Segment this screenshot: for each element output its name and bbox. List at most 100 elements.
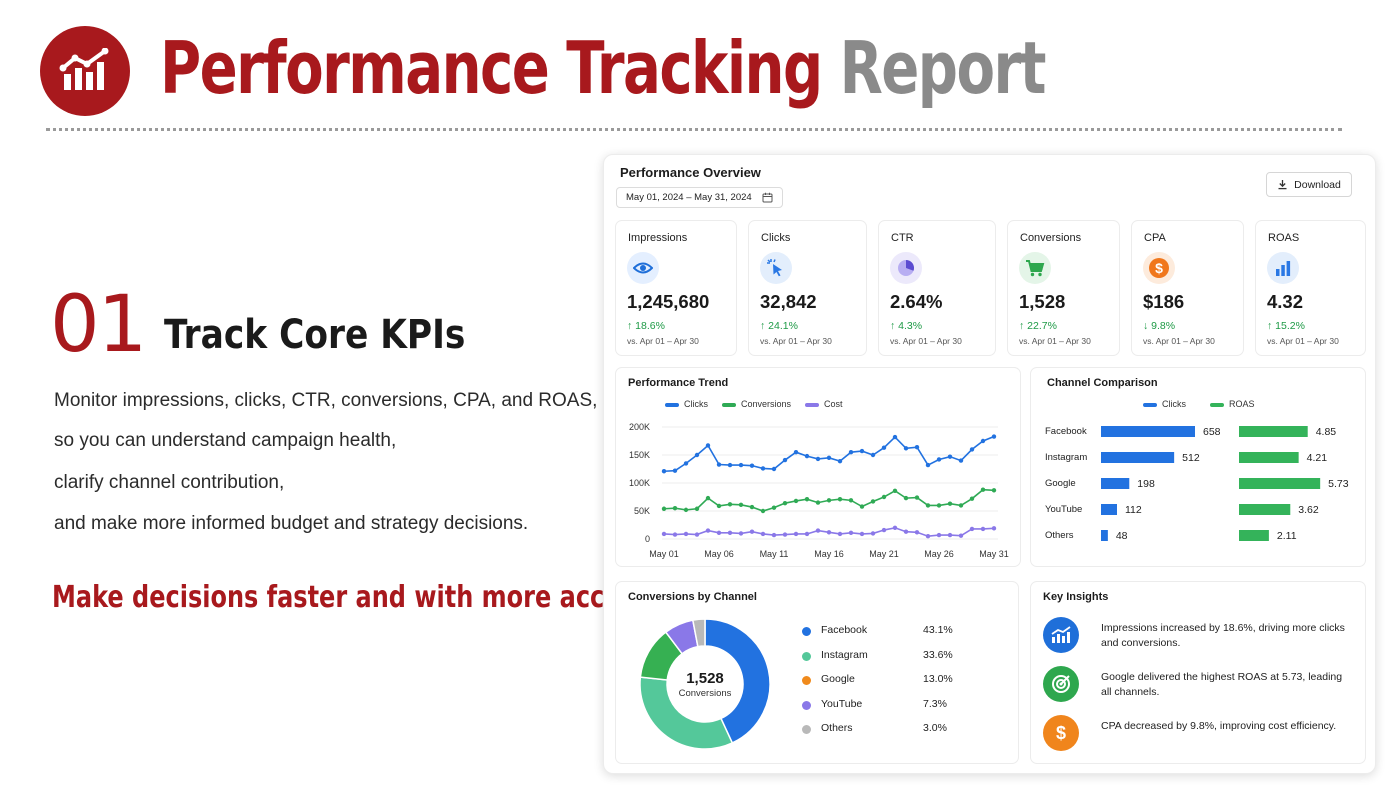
- kpi-compare: vs. Apr 01 – Apr 30: [627, 336, 699, 346]
- data-point: [727, 502, 733, 507]
- data-point: [793, 531, 799, 537]
- legend-percent: 7.3%: [923, 697, 947, 710]
- dollar-coin-icon: $: [1043, 715, 1079, 751]
- data-point: [738, 502, 744, 508]
- data-point: [892, 488, 898, 494]
- data-point: [738, 462, 744, 468]
- data-point: [826, 498, 832, 503]
- data-point: [991, 526, 997, 531]
- y-tick-label: 150K: [629, 450, 650, 460]
- data-point: [914, 530, 920, 535]
- svg-text:$: $: [1155, 260, 1163, 276]
- legend-label: Google: [821, 673, 855, 685]
- y-tick-label: 200K: [629, 422, 650, 432]
- data-point: [870, 531, 876, 536]
- data-point: [936, 457, 942, 462]
- kpi-label: Clicks: [761, 232, 791, 244]
- insight-text: Impressions increased by 18.6%, driving …: [1101, 622, 1345, 649]
- data-point: [705, 495, 711, 501]
- clicks-bar: [1101, 478, 1130, 489]
- legend-label: Facebook: [821, 624, 868, 636]
- legend-item[interactable]: Clicks: [1143, 399, 1186, 409]
- download-button[interactable]: Download: [1266, 172, 1352, 197]
- roas-bar: [1239, 478, 1321, 489]
- data-point: [727, 530, 733, 536]
- data-point: [848, 498, 854, 503]
- kpi-card-roas: ROAS 4.32 ↑ 15.2% vs. Apr 01 – Apr 30: [1255, 220, 1366, 356]
- data-point: [683, 531, 689, 537]
- section-title: Track Core KPIs: [164, 312, 466, 358]
- channel-label: Others: [1045, 530, 1074, 541]
- x-tick-label: May 11: [760, 549, 789, 559]
- clicks-bar: [1101, 504, 1117, 515]
- data-point: [782, 532, 788, 537]
- paragraph-line: clarify channel contribution,: [54, 472, 285, 493]
- data-point: [760, 466, 766, 471]
- page-title-primary: Performance Tracking: [160, 26, 823, 110]
- data-point: [738, 531, 744, 536]
- data-point: [804, 497, 810, 502]
- data-point: [749, 463, 755, 468]
- kpi-compare: vs. Apr 01 – Apr 30: [1019, 336, 1091, 346]
- data-point: [661, 531, 667, 537]
- data-point: [925, 534, 931, 539]
- data-point: [716, 530, 722, 536]
- page-title-secondary: Report: [839, 26, 1047, 110]
- data-point: [881, 494, 887, 500]
- dollar-coin-icon: $: [1143, 252, 1175, 284]
- section-number: 01: [50, 280, 147, 370]
- date-range-picker[interactable]: May 01, 2024 – May 31, 2024: [616, 187, 783, 208]
- legend-label: Instagram: [821, 648, 868, 661]
- roas-bar: [1239, 504, 1291, 515]
- channel-label: Instagram: [1045, 452, 1087, 463]
- data-point: [661, 469, 667, 474]
- data-point: [991, 488, 997, 493]
- cursor-click-icon: [760, 252, 792, 284]
- insight-text: Google delivered the highest ROAS at 5.7…: [1101, 671, 1343, 698]
- channel-label: Google: [1045, 478, 1076, 489]
- insight-item: Impressions increased by 18.6%, driving …: [1043, 617, 1363, 657]
- data-point: [837, 458, 843, 464]
- channel-comparison-panel: Channel Comparison Clicks ROAS Facebook 6…: [1030, 367, 1366, 567]
- data-point: [716, 503, 722, 509]
- kpi-change: ↑ 22.7%: [1019, 320, 1057, 332]
- data-point: [881, 527, 887, 533]
- chart-growth-icon: [59, 48, 109, 90]
- legend-item[interactable]: Cost: [805, 399, 843, 409]
- data-point: [958, 503, 964, 508]
- data-point: [936, 503, 942, 508]
- data-point: [903, 446, 909, 451]
- arrow-up-icon: ↑: [760, 320, 769, 332]
- donut-legend-item: Instagram 33.6%: [802, 649, 972, 663]
- kpi-label: CPA: [1144, 232, 1166, 244]
- panel-title: Channel Comparison: [1047, 377, 1158, 389]
- data-point: [848, 450, 854, 455]
- data-point: [694, 532, 700, 537]
- data-point: [793, 498, 799, 504]
- paragraph-line: so you can understand campaign health,: [54, 430, 397, 451]
- y-tick-label: 50K: [634, 506, 650, 516]
- legend-item[interactable]: ROAS: [1210, 399, 1255, 409]
- kpi-card-impressions: Impressions 1,245,680 ↑ 18.6% vs. Apr 01…: [615, 220, 737, 356]
- legend-item[interactable]: Conversions: [722, 399, 791, 409]
- conversions-by-channel-panel: Conversions by Channel 1,528 Conversions …: [615, 581, 1019, 764]
- legend-swatch: [802, 627, 811, 636]
- kpi-value: 2.64%: [890, 291, 943, 312]
- donut-slice-instagram: [639, 676, 734, 750]
- legend-item[interactable]: Clicks: [665, 399, 708, 409]
- kpi-value: 1,245,680: [627, 291, 710, 312]
- data-point: [936, 532, 942, 538]
- download-label: Download: [1294, 178, 1341, 191]
- data-point: [914, 495, 920, 500]
- x-tick-label: May 01: [649, 549, 679, 559]
- insight-item: Google delivered the highest ROAS at 5.7…: [1043, 666, 1363, 706]
- x-tick-label: May 16: [814, 549, 844, 559]
- roas-value-label: 2.11: [1277, 530, 1297, 542]
- kpi-change: ↓ 9.8%: [1143, 320, 1176, 332]
- data-point: [793, 450, 799, 455]
- data-point: [859, 504, 865, 509]
- kpi-card-ctr: CTR 2.64% ↑ 4.3% vs. Apr 01 – Apr 30: [878, 220, 996, 356]
- data-point: [881, 445, 887, 450]
- kpi-value: 4.32: [1267, 291, 1304, 312]
- x-tick-label: May 21: [869, 549, 899, 559]
